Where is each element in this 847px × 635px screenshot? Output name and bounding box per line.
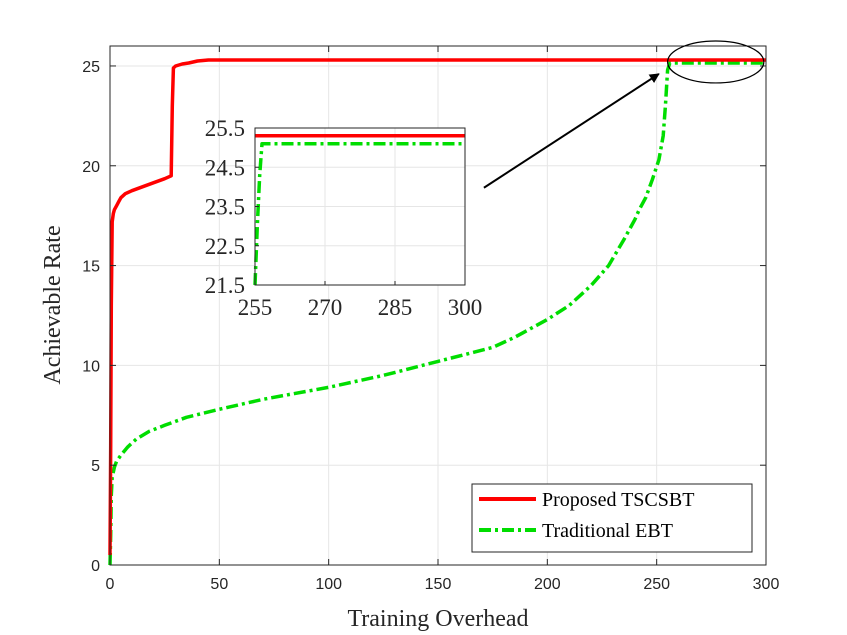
inset-x-tick-labels: 255 270 285 300: [238, 295, 483, 320]
legend-label-traditional: Traditional EBT: [542, 520, 673, 542]
y-axis-title: Achievable Rate: [40, 225, 66, 384]
inset-y-tick-label: 23.5: [205, 195, 245, 220]
legend-label-proposed: Proposed TSCSBT: [542, 489, 694, 511]
x-tick-label: 150: [425, 576, 452, 593]
inset-x-tick-label: 285: [378, 295, 413, 320]
x-tick-label: 50: [210, 576, 228, 593]
inset-x-tick-label: 270: [308, 295, 343, 320]
x-tick-labels: 0 50 100 150 200 250 300: [106, 576, 780, 593]
inset-x-tick-label: 255: [238, 295, 273, 320]
main-series: [108, 58, 766, 566]
inset-ticks: [254, 127, 466, 286]
inset-y-tick-label: 21.5: [205, 273, 245, 298]
y-tick-label: 25: [82, 59, 100, 76]
inset-y-tick-label: 25.5: [205, 116, 245, 141]
zoom-ellipse: [666, 40, 765, 84]
legend: Proposed TSCSBT Traditional EBT: [471, 483, 753, 553]
x-axis-title: Training Overhead: [347, 606, 528, 632]
main-ticks: [109, 46, 767, 566]
y-tick-label: 5: [91, 458, 100, 475]
x-tick-label: 250: [643, 576, 670, 593]
series-line-traditional-ebt: [108, 61, 766, 566]
x-tick-label: 0: [106, 576, 115, 593]
inset-y-tick-label: 24.5: [205, 155, 245, 180]
x-tick-label: 300: [753, 576, 780, 593]
legend-box: [471, 483, 753, 553]
y-tick-label: 20: [82, 159, 100, 176]
series-line-proposed-tscsbt: [108, 58, 766, 556]
inset-y-tick-labels: 21.5 22.5 23.5 24.5 25.5: [205, 116, 245, 298]
inset-y-tick-label: 22.5: [205, 234, 245, 259]
zoom-annotation: [483, 40, 765, 189]
x-tick-label: 200: [534, 576, 561, 593]
y-tick-label: 0: [91, 558, 100, 575]
y-tick-label: 15: [82, 259, 100, 276]
zoom-arrow: [483, 73, 660, 189]
inset-x-tick-label: 300: [448, 295, 483, 320]
y-tick-label: 10: [82, 358, 100, 375]
x-tick-label: 100: [315, 576, 342, 593]
y-tick-labels: 0 5 10 15 20 25: [82, 59, 100, 575]
inset-plot: 255 270 285 300 21.5 22.5 23.5 24.5 25.5: [205, 116, 483, 320]
